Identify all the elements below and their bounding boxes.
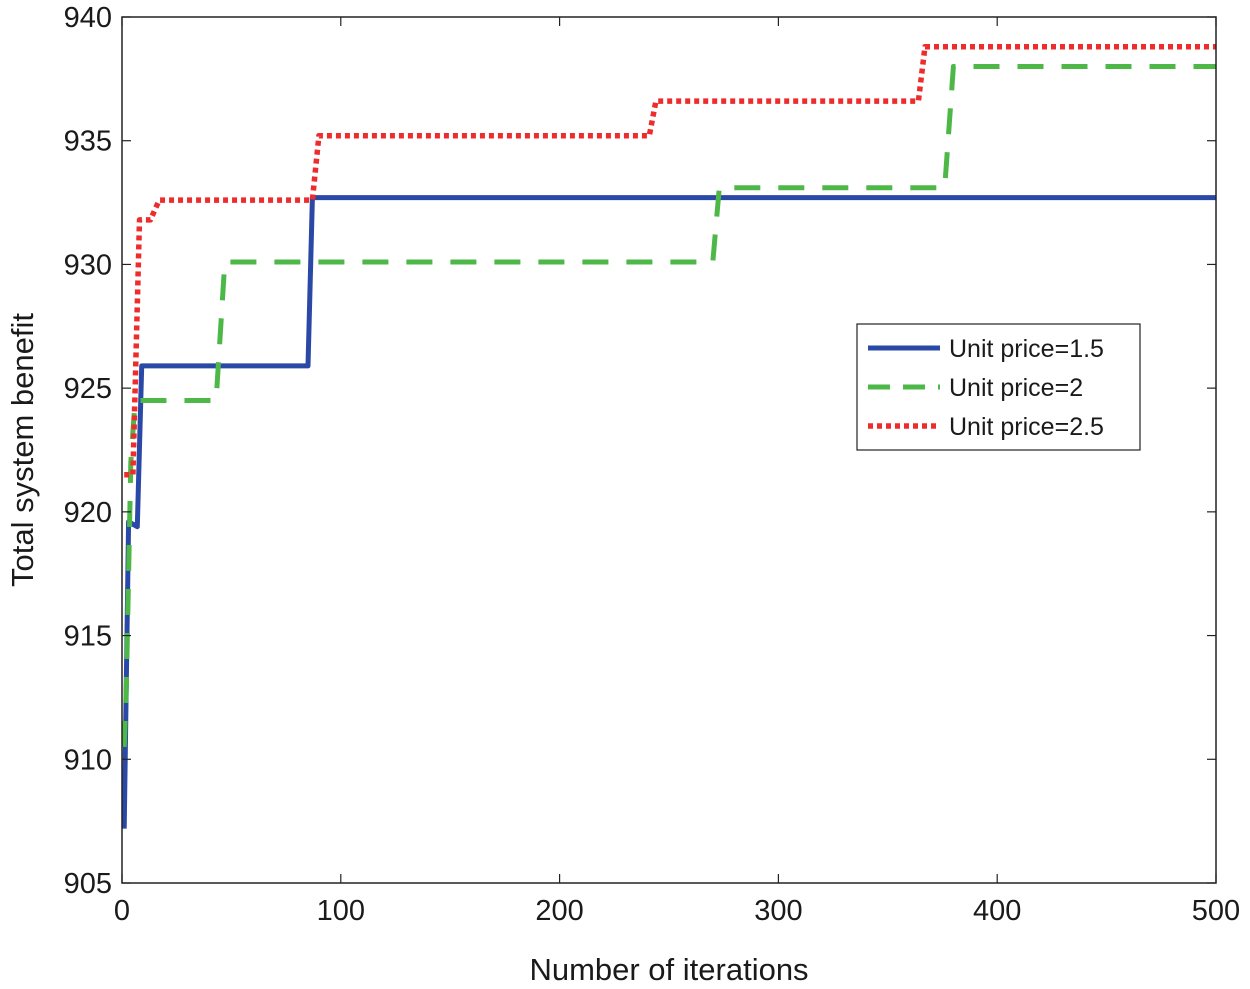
x-tick-label: 100 bbox=[317, 895, 365, 927]
legend-items: Unit price=1.5 Unit price=2 Unit price=2.5 bbox=[868, 335, 1104, 441]
legend-label-1: Unit price=1.5 bbox=[949, 335, 1104, 363]
y-tick-label: 915 bbox=[64, 621, 112, 653]
series-layer bbox=[121, 43, 1216, 829]
y-tick-label: 940 bbox=[64, 2, 112, 34]
x-axis-title: Number of iterations bbox=[529, 952, 808, 987]
x-tick-label: 500 bbox=[1192, 895, 1240, 927]
x-axis-ticks: 0 100 200 300 400 500 bbox=[114, 17, 1240, 927]
y-tick-label: 905 bbox=[64, 868, 112, 900]
legend: Unit price=1.5 Unit price=2 Unit price=2.5 bbox=[856, 323, 1141, 451]
x-tick-label: 0 bbox=[114, 895, 130, 927]
y-tick-label: 935 bbox=[64, 126, 112, 158]
y-tick-label: 920 bbox=[64, 497, 112, 529]
y-tick-label: 925 bbox=[64, 373, 112, 405]
x-tick-label: 300 bbox=[754, 895, 802, 927]
legend-label-2: Unit price=2 bbox=[949, 374, 1083, 402]
y-axis-title: Total system benefit bbox=[5, 313, 40, 587]
legend-label-3: Unit price=2.5 bbox=[949, 413, 1104, 441]
x-tick-label: 200 bbox=[535, 895, 583, 927]
series-line-3 bbox=[124, 43, 1216, 478]
plot-frame bbox=[121, 16, 1217, 884]
y-axis-ticks: 905 910 915 920 925 930 935 940 bbox=[64, 2, 1216, 900]
x-tick-label: 400 bbox=[973, 895, 1021, 927]
y-tick-label: 910 bbox=[64, 744, 112, 776]
y-tick-label: 930 bbox=[64, 249, 112, 281]
